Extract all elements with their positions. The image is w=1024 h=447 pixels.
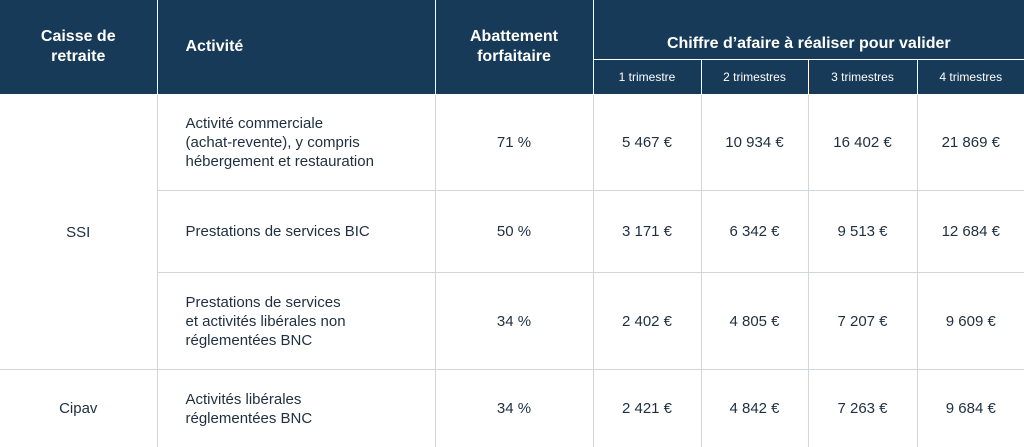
abattement-cell: 34 %	[434, 369, 594, 447]
value-cell: 16 402 €	[807, 94, 918, 191]
header-period-3: 3 trimestres	[807, 59, 918, 95]
table-row: Prestations de services BIC 50 % 3 171 €…	[0, 190, 1024, 273]
header-period-4: 4 trimestres	[916, 59, 1024, 95]
value-cell: 9 513 €	[807, 190, 918, 273]
abattement-cell: 34 %	[434, 272, 594, 370]
activite-cell: Prestations de services et activités lib…	[156, 272, 436, 370]
value-cell: 4 805 €	[700, 272, 809, 370]
value-cell: 9 684 €	[916, 369, 1024, 447]
table-row: Cipav Activités libérales réglementées B…	[0, 369, 1024, 447]
activite-cell: Activité commerciale (achat-revente), y …	[156, 94, 436, 191]
value-cell: 2 421 €	[592, 369, 702, 447]
value-cell: 6 342 €	[700, 190, 809, 273]
abattement-cell: 50 %	[434, 190, 594, 273]
value-cell: 12 684 €	[916, 190, 1024, 273]
header-period-2: 2 trimestres	[700, 59, 809, 95]
table-body: SSI Activité commerciale (achat-revente)…	[0, 94, 1024, 447]
table-row: Prestations de services et activités lib…	[0, 272, 1024, 370]
value-cell: 10 934 €	[700, 94, 809, 191]
value-cell: 3 171 €	[592, 190, 702, 273]
header-abattement: Abattement forfaitaire	[434, 0, 594, 95]
value-cell: 5 467 €	[592, 94, 702, 191]
group-cipav: Cipav	[0, 369, 158, 447]
value-cell: 2 402 €	[592, 272, 702, 370]
value-cell: 4 842 €	[700, 369, 809, 447]
value-cell: 21 869 €	[916, 94, 1024, 191]
header-period-1: 1 trimestre	[592, 59, 702, 95]
activite-cell: Activités libérales réglementées BNC	[156, 369, 436, 447]
group-ssi: SSI	[0, 94, 158, 370]
value-cell: 7 207 €	[807, 272, 918, 370]
header-chiffre-affaire: Chiffre d’afaire à réaliser pour valider	[592, 0, 1024, 60]
value-cell: 7 263 €	[807, 369, 918, 447]
activite-cell: Prestations de services BIC	[156, 190, 436, 273]
table-header: Caisse de retraite Activité Abattement f…	[0, 0, 1024, 95]
header-activite: Activité	[156, 0, 436, 95]
header-caisse: Caisse de retraite	[0, 0, 158, 95]
table-row: SSI Activité commerciale (achat-revente)…	[0, 94, 1024, 370]
value-cell: 9 609 €	[916, 272, 1024, 370]
abattement-cell: 71 %	[434, 94, 594, 191]
